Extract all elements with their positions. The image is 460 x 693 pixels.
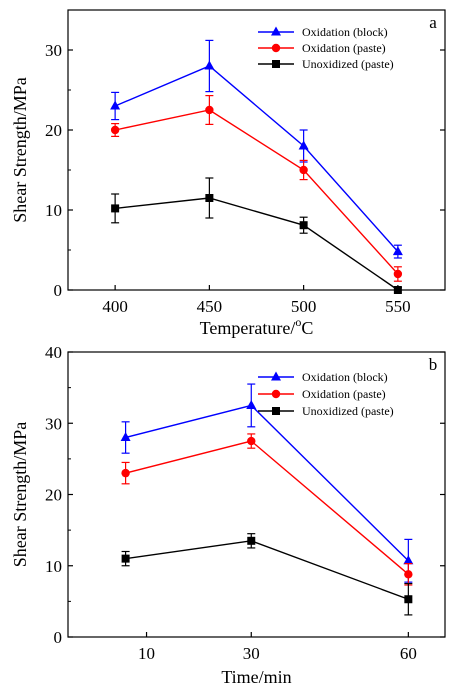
data-point — [299, 165, 308, 175]
x-axis-title-sup: o — [295, 315, 301, 329]
data-point — [121, 554, 130, 563]
data-point — [205, 194, 214, 202]
y-tick-label: 0 — [54, 628, 63, 647]
legend-label: Unoxidized (paste) — [302, 404, 394, 418]
x-tick-label: 30 — [243, 644, 260, 663]
plot-frame — [67, 351, 446, 638]
legend-marker — [271, 43, 281, 53]
series-square — [111, 177, 402, 294]
data-point — [393, 286, 402, 294]
data-point — [393, 269, 403, 279]
y-tick-label: 10 — [45, 557, 62, 576]
legend-label: Oxidation (paste) — [302, 387, 386, 401]
data-point — [298, 140, 309, 150]
legend-label: Oxidation (block) — [302, 370, 388, 384]
legend: Oxidation (block) Oxidation (paste) Unoxid… — [258, 25, 394, 71]
x-tick-label: 450 — [197, 297, 223, 316]
series-line — [114, 65, 399, 253]
series-line — [114, 109, 399, 275]
y-tick-label: 30 — [45, 414, 62, 433]
series-line — [125, 440, 409, 575]
panel-label: a — [429, 13, 437, 32]
legend-label: Unoxidized (paste) — [302, 57, 394, 71]
plot-frame — [67, 9, 446, 291]
data-point — [247, 536, 256, 545]
data-point — [121, 468, 130, 478]
x-axis-title: Time/min — [221, 667, 291, 687]
legend-marker — [272, 60, 280, 68]
series-line — [115, 197, 399, 291]
legend-marker — [271, 26, 281, 36]
data-point — [110, 100, 121, 110]
x-axis-title-unit: C — [301, 318, 313, 338]
legend-label: Oxidation (paste) — [302, 41, 386, 55]
series-triangle — [110, 39, 403, 259]
data-point — [120, 432, 131, 441]
series-square — [121, 533, 413, 616]
series-circle — [121, 433, 413, 586]
data-point — [299, 221, 308, 230]
legend-marker — [271, 371, 281, 381]
data-point — [404, 570, 413, 579]
y-tick-label: 20 — [45, 486, 62, 505]
data-point — [404, 595, 413, 604]
data-point — [110, 125, 120, 135]
legend-marker — [271, 389, 281, 399]
data-point — [247, 436, 256, 446]
y-tick-label: 30 — [45, 41, 62, 60]
data-point — [204, 60, 215, 70]
data-point — [111, 204, 120, 213]
x-tick-label: 60 — [400, 644, 417, 663]
y-axis-title: Shear Strength/MPa — [10, 77, 30, 223]
y-tick-label: 40 — [45, 343, 62, 362]
data-point — [403, 555, 414, 565]
x-axis-title: Temperature/oC — [200, 315, 314, 338]
chart-panel-b: 0 10 20 30 40 10 30 60 Time/min Shear Strength/MP… — [10, 343, 446, 687]
x-tick-label: 10 — [138, 644, 155, 663]
chart-panel-a: 0 10 20 30 400 450 500 550 Temperature/oC Shear S… — [10, 9, 446, 338]
legend-marker — [272, 407, 280, 415]
legend: Oxidation (block) Oxidation (paste) Unoxid… — [258, 370, 394, 418]
x-tick-label: 500 — [291, 297, 317, 316]
x-tick-label: 400 — [102, 297, 128, 316]
panel-label: b — [429, 355, 438, 374]
y-tick-label: 10 — [45, 201, 62, 220]
series-circle — [110, 94, 403, 282]
legend-label: Oxidation (block) — [302, 25, 388, 39]
data-point — [246, 399, 257, 409]
series-line — [125, 540, 409, 600]
y-tick-label: 20 — [45, 121, 62, 140]
data-point — [392, 246, 403, 256]
data-point — [205, 105, 214, 115]
y-tick-label: 0 — [54, 281, 63, 300]
x-tick-label: 550 — [385, 297, 411, 316]
y-axis-title: Shear Strength/MPa — [10, 422, 30, 568]
